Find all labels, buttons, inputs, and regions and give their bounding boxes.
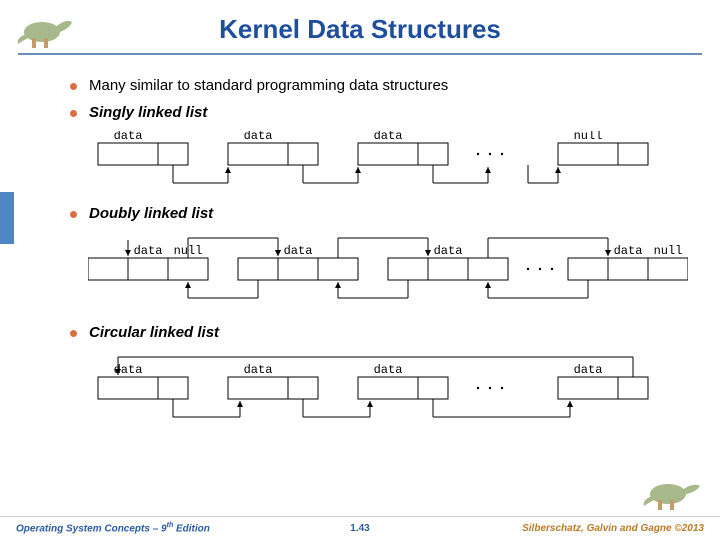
footer-right: Silberschatz, Galvin and Gagne ©2013 [522,523,704,534]
svg-text:data: data [374,363,403,377]
svg-text:data: data [574,363,603,377]
footer: Operating System Concepts – 9th Edition … [0,516,720,540]
svg-text:data: data [134,244,163,258]
dinosaur-logo-bottom [638,470,706,514]
bullet-dot [70,330,77,337]
bullet-text: Singly linked list [89,104,207,121]
bullet-3: Doubly linked list [70,205,684,222]
svg-text:data: data [114,131,143,143]
bullet-2: Singly linked list [70,104,684,121]
svg-text:data: data [434,244,463,258]
bullet-dot [70,110,77,117]
footer-left-a: Operating System Concepts – 9 [16,524,167,535]
bullet-text: Circular linked list [89,324,219,341]
doubly-linked-list-diagram: datanulldatadatadatanull [88,232,684,310]
svg-text:data: data [284,244,313,258]
svg-text:data: data [244,131,273,143]
svg-text:null: null [654,244,683,258]
svg-text:data: data [374,131,403,143]
bullet-text: Doubly linked list [89,205,213,222]
footer-left-b: Edition [173,524,210,535]
footer-left: Operating System Concepts – 9th Edition [16,522,210,534]
singly-linked-list-diagram: data data data null [88,131,684,191]
svg-text:data: data [614,244,643,258]
footer-page-number: 1.43 [350,523,369,534]
page-title: Kernel Data Structures [0,0,720,45]
bullet-dot [70,211,77,218]
bullet-4: Circular linked list [70,324,684,341]
bullet-1: Many similar to standard programming dat… [70,77,684,94]
bullet-text: Many similar to standard programming dat… [89,77,448,94]
content-area: Many similar to standard programming dat… [0,55,720,443]
circular-linked-list-diagram: datadatadatadata [88,351,684,443]
dinosaur-logo-top [14,8,82,52]
svg-text:data: data [244,363,273,377]
svg-text:null: null [574,131,603,143]
bullet-dot [70,83,77,90]
sidebar-tab [0,192,14,244]
